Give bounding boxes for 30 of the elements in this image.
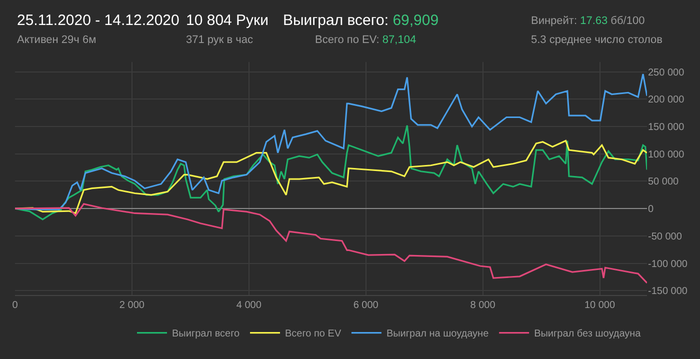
legend-label: Выиграл всего	[172, 328, 240, 340]
line-series	[15, 203, 647, 284]
y-tick-label: 0	[648, 204, 654, 216]
text: Активен 29ч 6м	[17, 34, 96, 46]
text: Всего по EV: 87,104	[315, 34, 416, 46]
legend-label: Всего по EV	[285, 328, 342, 340]
y-tick-label: -100 000	[648, 258, 688, 270]
x-tick-label: 10 000	[584, 300, 616, 311]
text: 10 804 Руки	[186, 12, 268, 29]
y-tick-label: -50 000	[648, 231, 682, 242]
text: 5.3 среднее число столов	[531, 34, 663, 46]
x-tick-label: 6 000	[353, 300, 379, 311]
y-tick-label: 100 000	[648, 149, 685, 160]
line-series	[15, 140, 647, 214]
y-tick-label: 200 000	[648, 94, 685, 106]
x-tick-label: 0	[12, 300, 18, 311]
y-tick-label: 150 000	[648, 122, 685, 134]
text: 371 рук в час	[186, 34, 254, 46]
line-series	[15, 124, 647, 220]
x-tick-label: 2 000	[119, 300, 145, 311]
text: Винрейт: 17.63 бб/100	[531, 15, 645, 27]
x-tick-label: 4 000	[236, 300, 262, 311]
y-tick-label: -150 000	[648, 286, 688, 298]
y-tick-label: 250 000	[648, 67, 685, 78]
y-tick-label: 50 000	[648, 176, 680, 188]
text: Выиграл всего: 69,909	[283, 12, 439, 29]
text: 25.11.2020 - 14.12.2020	[17, 12, 180, 29]
legend-label: Выиграл без шоудауна	[534, 328, 642, 340]
x-tick-label: 8 000	[470, 300, 496, 311]
legend-label: Выиграл на шоудауне	[386, 328, 490, 340]
